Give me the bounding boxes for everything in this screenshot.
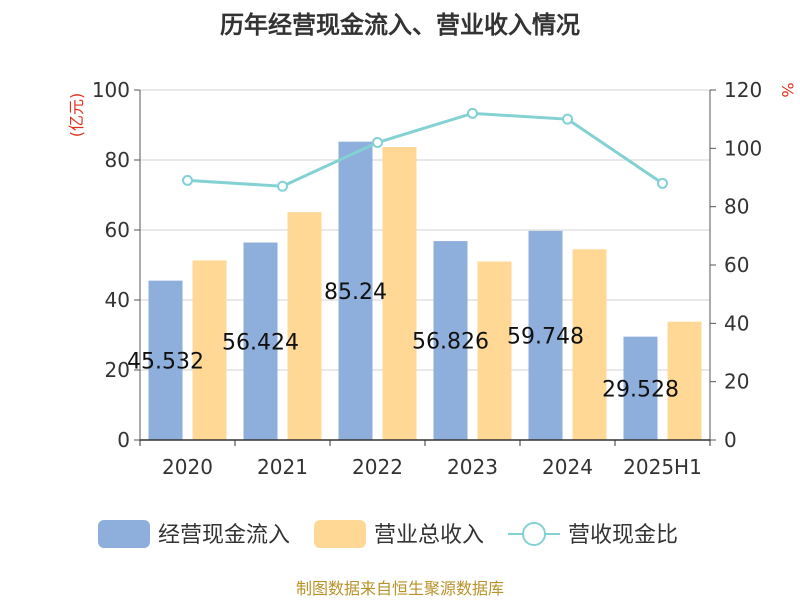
ratio-point	[182, 174, 193, 186]
x-tick-label: 2025H1	[623, 455, 702, 479]
source-note: 制图数据来自恒生聚源数据库	[296, 579, 504, 598]
bar-cash-inflow	[243, 242, 278, 440]
right-tick-label: 100	[724, 136, 762, 160]
ratio-point	[467, 107, 478, 119]
axes-group: 0 20 40 60 80 100 0 20 40 60 80 100 120 % 2020 2021 2022…	[92, 78, 797, 479]
left-tick-label: 100	[92, 78, 130, 102]
bar-cash-inflow	[338, 141, 373, 440]
bar-revenue	[287, 212, 322, 440]
legend-label: 营业总收入	[374, 523, 484, 548]
bar-data-label: 56.826	[412, 330, 489, 355]
legend-swatch-revenue	[314, 520, 366, 548]
left-tick-label: 20	[105, 358, 130, 382]
ratio-line-group	[182, 107, 668, 192]
x-tick-label: 2020	[162, 455, 213, 479]
bar-revenue	[477, 261, 512, 440]
bar-revenue	[572, 249, 607, 440]
bar-data-label: 85.24	[324, 280, 387, 305]
bar-cash-inflow	[623, 336, 658, 440]
left-tick-label: 80	[105, 148, 130, 172]
right-tick-label: 120	[724, 78, 762, 102]
legend: 经营现金流入 营业总收入 营收现金比	[98, 520, 678, 548]
bar-revenue	[382, 147, 417, 441]
bar-labels-group: 45.532 56.424 85.24 56.826 59.748 29.528	[127, 280, 679, 402]
right-tick-label: 20	[724, 370, 749, 394]
bar-cash-inflow	[148, 280, 183, 440]
ratio-point	[372, 137, 383, 148]
bar-data-label: 29.528	[602, 377, 679, 402]
chart-title: 历年经营现金流入、营业收入情况	[220, 11, 580, 39]
legend-label: 经营现金流入	[158, 523, 290, 548]
bar-revenue	[667, 321, 702, 440]
bar-data-label: 56.424	[222, 330, 299, 355]
right-tick-label: 60	[724, 253, 749, 277]
left-tick-label: 60	[105, 218, 130, 242]
legend-label: 营收现金比	[568, 523, 678, 548]
right-tick-label: 80	[724, 195, 749, 219]
legend-swatch-ratio-marker	[522, 522, 546, 546]
bar-cash-inflow	[433, 241, 468, 440]
left-tick-label: 0	[117, 428, 130, 452]
x-tick-label: 2022	[352, 455, 403, 479]
right-tick-label: 40	[724, 311, 749, 335]
left-axis-unit: (亿元)	[67, 93, 86, 138]
bar-data-label: 45.532	[127, 349, 204, 374]
bar-data-label: 59.748	[507, 324, 584, 349]
left-tick-label: 40	[105, 288, 130, 312]
x-tick-label: 2024	[542, 455, 593, 479]
bar-revenue	[192, 260, 227, 440]
bar-cash-inflow	[528, 230, 563, 440]
ratio-line	[187, 111, 664, 188]
x-tick-label: 2023	[447, 455, 498, 479]
ratio-point	[277, 180, 288, 192]
x-tick-label: 2021	[257, 455, 308, 479]
ratio-point	[562, 113, 573, 125]
right-tick-label: 0	[724, 428, 737, 452]
ratio-point	[657, 177, 668, 189]
legend-swatch-cash-inflow	[98, 520, 150, 548]
right-axis-unit: %	[778, 82, 797, 97]
bars-group	[148, 141, 702, 441]
